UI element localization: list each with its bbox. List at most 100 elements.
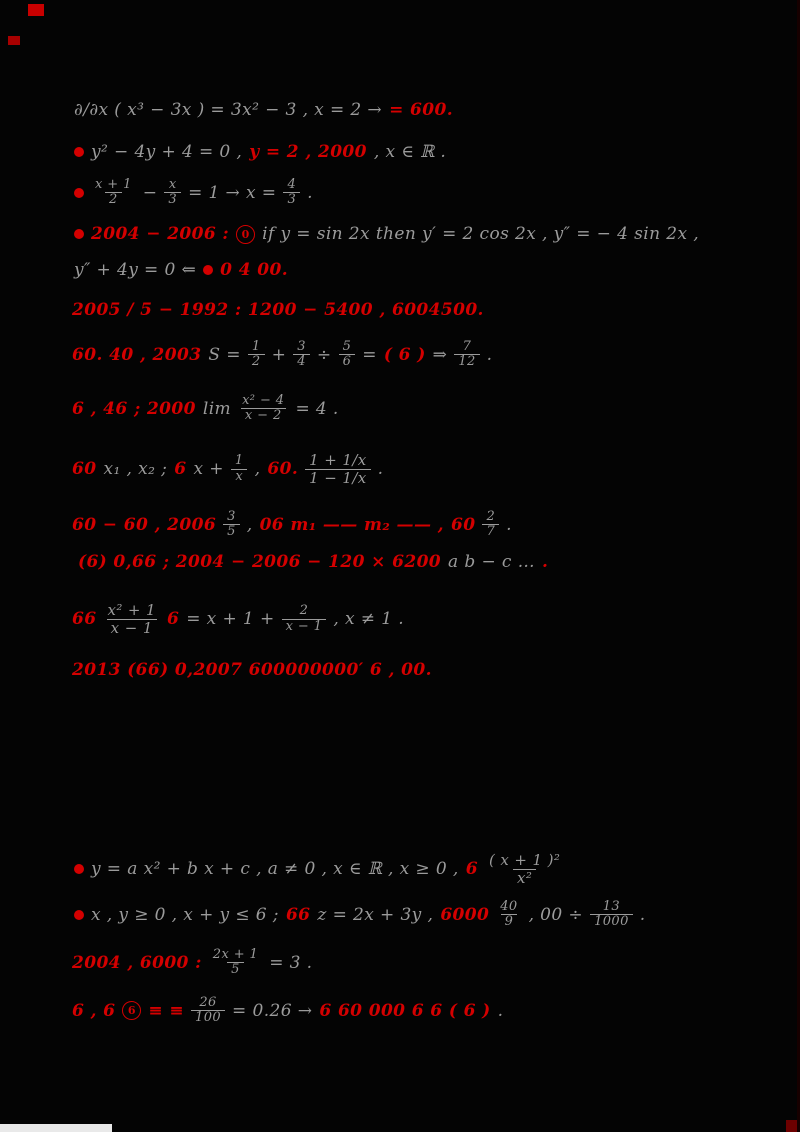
text-run: , x ∈ ℝ .: [373, 142, 447, 162]
text-run: ∂/∂x ( x³ − 3x ) = 3x² − 3 , x = 2 →: [74, 100, 383, 120]
text-run: .: [497, 1000, 504, 1021]
text-run: .: [486, 344, 493, 365]
text-run: = x + 1 +: [186, 609, 275, 629]
text-run: y² − 4y + 4 = 0 ,: [91, 142, 243, 162]
corner-mark-top-left-1: [28, 4, 44, 16]
text-run: x +: [193, 459, 224, 479]
red-bullet-icon: [74, 147, 84, 157]
text-run: ( 6 ): [383, 344, 426, 365]
red-bullet-icon: [74, 187, 84, 198]
text-run: .: [542, 552, 549, 572]
text-run: = 4 .: [295, 398, 339, 419]
text-run: 2005 / 5 − 1992 : 1200 − 5400 , 6004500.: [72, 300, 484, 320]
text-run: 6 60 000 6 6 ( 6 ): [319, 1000, 491, 1021]
text-run: ⇒: [432, 344, 448, 365]
text-line: 2005 / 5 − 1992 : 1200 − 5400 , 6004500.: [72, 300, 484, 320]
text-run: , x ≠ 1 .: [333, 609, 405, 629]
red-bullet-icon: [74, 229, 84, 239]
text-line: 60 x₁ , x₂ ; 6 x + 1 x, 60. 1 + 1/x 1 − 1/x.: [72, 452, 383, 486]
text-run: 2004 − 2006 :: [91, 224, 230, 244]
circled-number-icon: 0: [236, 224, 256, 244]
fraction: 7 12: [454, 339, 480, 370]
text-run: y″ + 4y = 0 ⇐: [74, 260, 197, 280]
text-run: lim: [202, 398, 232, 419]
text-run: 06 m₁ —— m₂ —— ,: [259, 514, 444, 535]
text-run: (6) 0,66 ; 2004 − 2006 − 120 × 6200: [78, 552, 442, 572]
text-run: 60: [72, 459, 97, 479]
text-run: a b − c …: [448, 552, 536, 572]
text-run: 6 , 46 ; 2000: [72, 398, 196, 419]
text-run: ,: [254, 459, 261, 479]
red-bullet-icon: [74, 864, 84, 874]
fraction: 1 + 1/x 1 − 1/x: [305, 452, 371, 486]
text-run: , 00 ÷: [528, 904, 584, 925]
text-run: x₁ , x₂ ;: [103, 459, 168, 479]
page-edge-right: [797, 0, 800, 1132]
text-run: .: [506, 514, 512, 535]
text-line: 2013 (66) 0,2007 600000000′ 6 , 00.: [72, 660, 432, 680]
text-line: x , y ≥ 0 , x + y ≤ 6 ; 66 z = 2x + 3y , 60…: [74, 899, 646, 930]
text-run: 60.: [267, 459, 299, 479]
text-run: 66: [72, 609, 97, 629]
text-run: .: [307, 182, 313, 203]
text-run: −: [142, 182, 158, 203]
text-run: =: [362, 344, 377, 365]
text-run: x , y ≥ 0 , x + y ≤ 6 ;: [91, 904, 279, 925]
text-line: 2004 , 6000 : 2x + 1 5 = 3 .: [72, 947, 313, 978]
text-line: y = a x² + b x + c , a ≠ 0 , x ∈ ℝ , x ≥…: [74, 852, 564, 886]
text-run: .: [639, 904, 646, 925]
text-run: = 1 → x =: [188, 182, 277, 203]
red-bullet-icon: [74, 909, 84, 920]
text-run: = 3 .: [269, 952, 313, 973]
text-run: 0 4 00.: [220, 260, 289, 280]
text-line: y² − 4y + 4 = 0 , y = 2 , 2000 , x ∈ ℝ .: [74, 142, 446, 162]
text-line: 2004 − 2006 : 0 if y = sin 2x then y′ = 2 …: [74, 224, 699, 244]
text-line: 60 − 60 , 2006 3 5, 06 m₁ —— m₂ —— , 60 2 7.: [72, 509, 512, 540]
fraction: 40 9: [500, 899, 518, 930]
corner-mark-bottom-right: [786, 1120, 800, 1132]
fraction: 26 100: [191, 995, 226, 1026]
text-run: if y = sin 2x then y′ = 2 cos 2x , y″ = …: [262, 224, 700, 244]
fraction: 13 1000: [590, 899, 633, 930]
text-run: ,: [246, 514, 253, 535]
circled-number-icon: 6: [122, 1001, 142, 1021]
text-run: 6: [174, 459, 187, 479]
text-line: ∂/∂x ( x³ − 3x ) = 3x² − 3 , x = 2 → = 60…: [74, 100, 453, 120]
text-run: 6: [167, 609, 180, 629]
text-line: y″ + 4y = 0 ⇐ 0 4 00.: [74, 260, 288, 280]
text-run: z = 2x + 3y ,: [317, 904, 434, 925]
text-run: 2013 (66) 0,2007 600000000′ 6 , 00.: [72, 660, 432, 680]
text-run: ≡ ≡: [148, 1000, 185, 1021]
text-run: 2004 , 6000 :: [72, 952, 202, 973]
text-run: 66: [285, 904, 311, 925]
text-run: = 600.: [389, 100, 454, 120]
text-run: 6 , 6: [72, 1000, 116, 1021]
text-run: y = a x² + b x + c , a ≠ 0 , x ∈ ℝ , x ≥…: [91, 859, 459, 879]
fraction: ( x + 1 )² x²: [488, 851, 561, 887]
text-run: 60 − 60 , 2006: [72, 514, 217, 535]
text-run: +: [271, 344, 287, 365]
text-run: S =: [208, 344, 241, 365]
red-bullet-icon: [203, 265, 214, 275]
text-run: = 0.26 →: [232, 1000, 313, 1021]
page-edge-strip-bottom: [0, 1124, 112, 1132]
text-run: 60: [451, 514, 476, 535]
text-run: 6: [465, 859, 478, 879]
text-line: (6) 0,66 ; 2004 − 2006 − 120 × 6200 a b −…: [78, 552, 548, 572]
text-line: 60. 40 , 2003 S = 1 2 +3 4 ÷ 5 6 = ( 6 ) ⇒ 7 12.: [72, 339, 493, 370]
corner-mark-top-left-2: [8, 36, 20, 45]
